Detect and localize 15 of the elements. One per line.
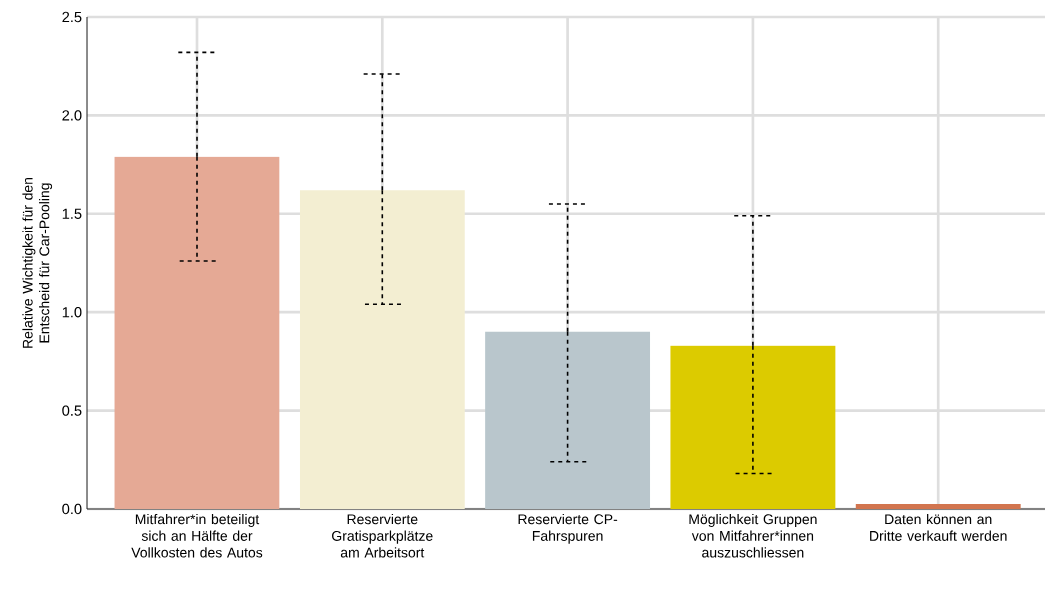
y-tick-label: 2.5 [62, 11, 82, 23]
y-tick-label: 1.5 [62, 208, 82, 219]
y-tick-label: 1.0 [62, 307, 82, 318]
y-tick-label: 0.0 [62, 503, 82, 515]
x-tick-label: Mitfahrer*in beteiligt sich an Hälfte der Vollkosten des Autos [131, 513, 263, 558]
x-tick-label: Reservierte Gratisparkplätze am Arbeitsort [332, 513, 433, 558]
y-tick-label: 2.0 [62, 110, 82, 121]
x-tick-label: Daten können an Dritte verkauft werden [870, 513, 1007, 541]
bar [299, 190, 465, 509]
y-axis-title: Relative Wichtigkeit für den Entscheid für Car-Pooling [22, 177, 53, 348]
y-tick-label: 0.5 [62, 405, 82, 416]
x-tick-label: Reservierte CP-Fahrspuren [518, 513, 618, 544]
x-tick-label: Möglichkeit Gruppen von Mitfahrer*innen auszuschliessen [689, 513, 817, 558]
bar [114, 156, 280, 509]
bar [855, 504, 1021, 509]
